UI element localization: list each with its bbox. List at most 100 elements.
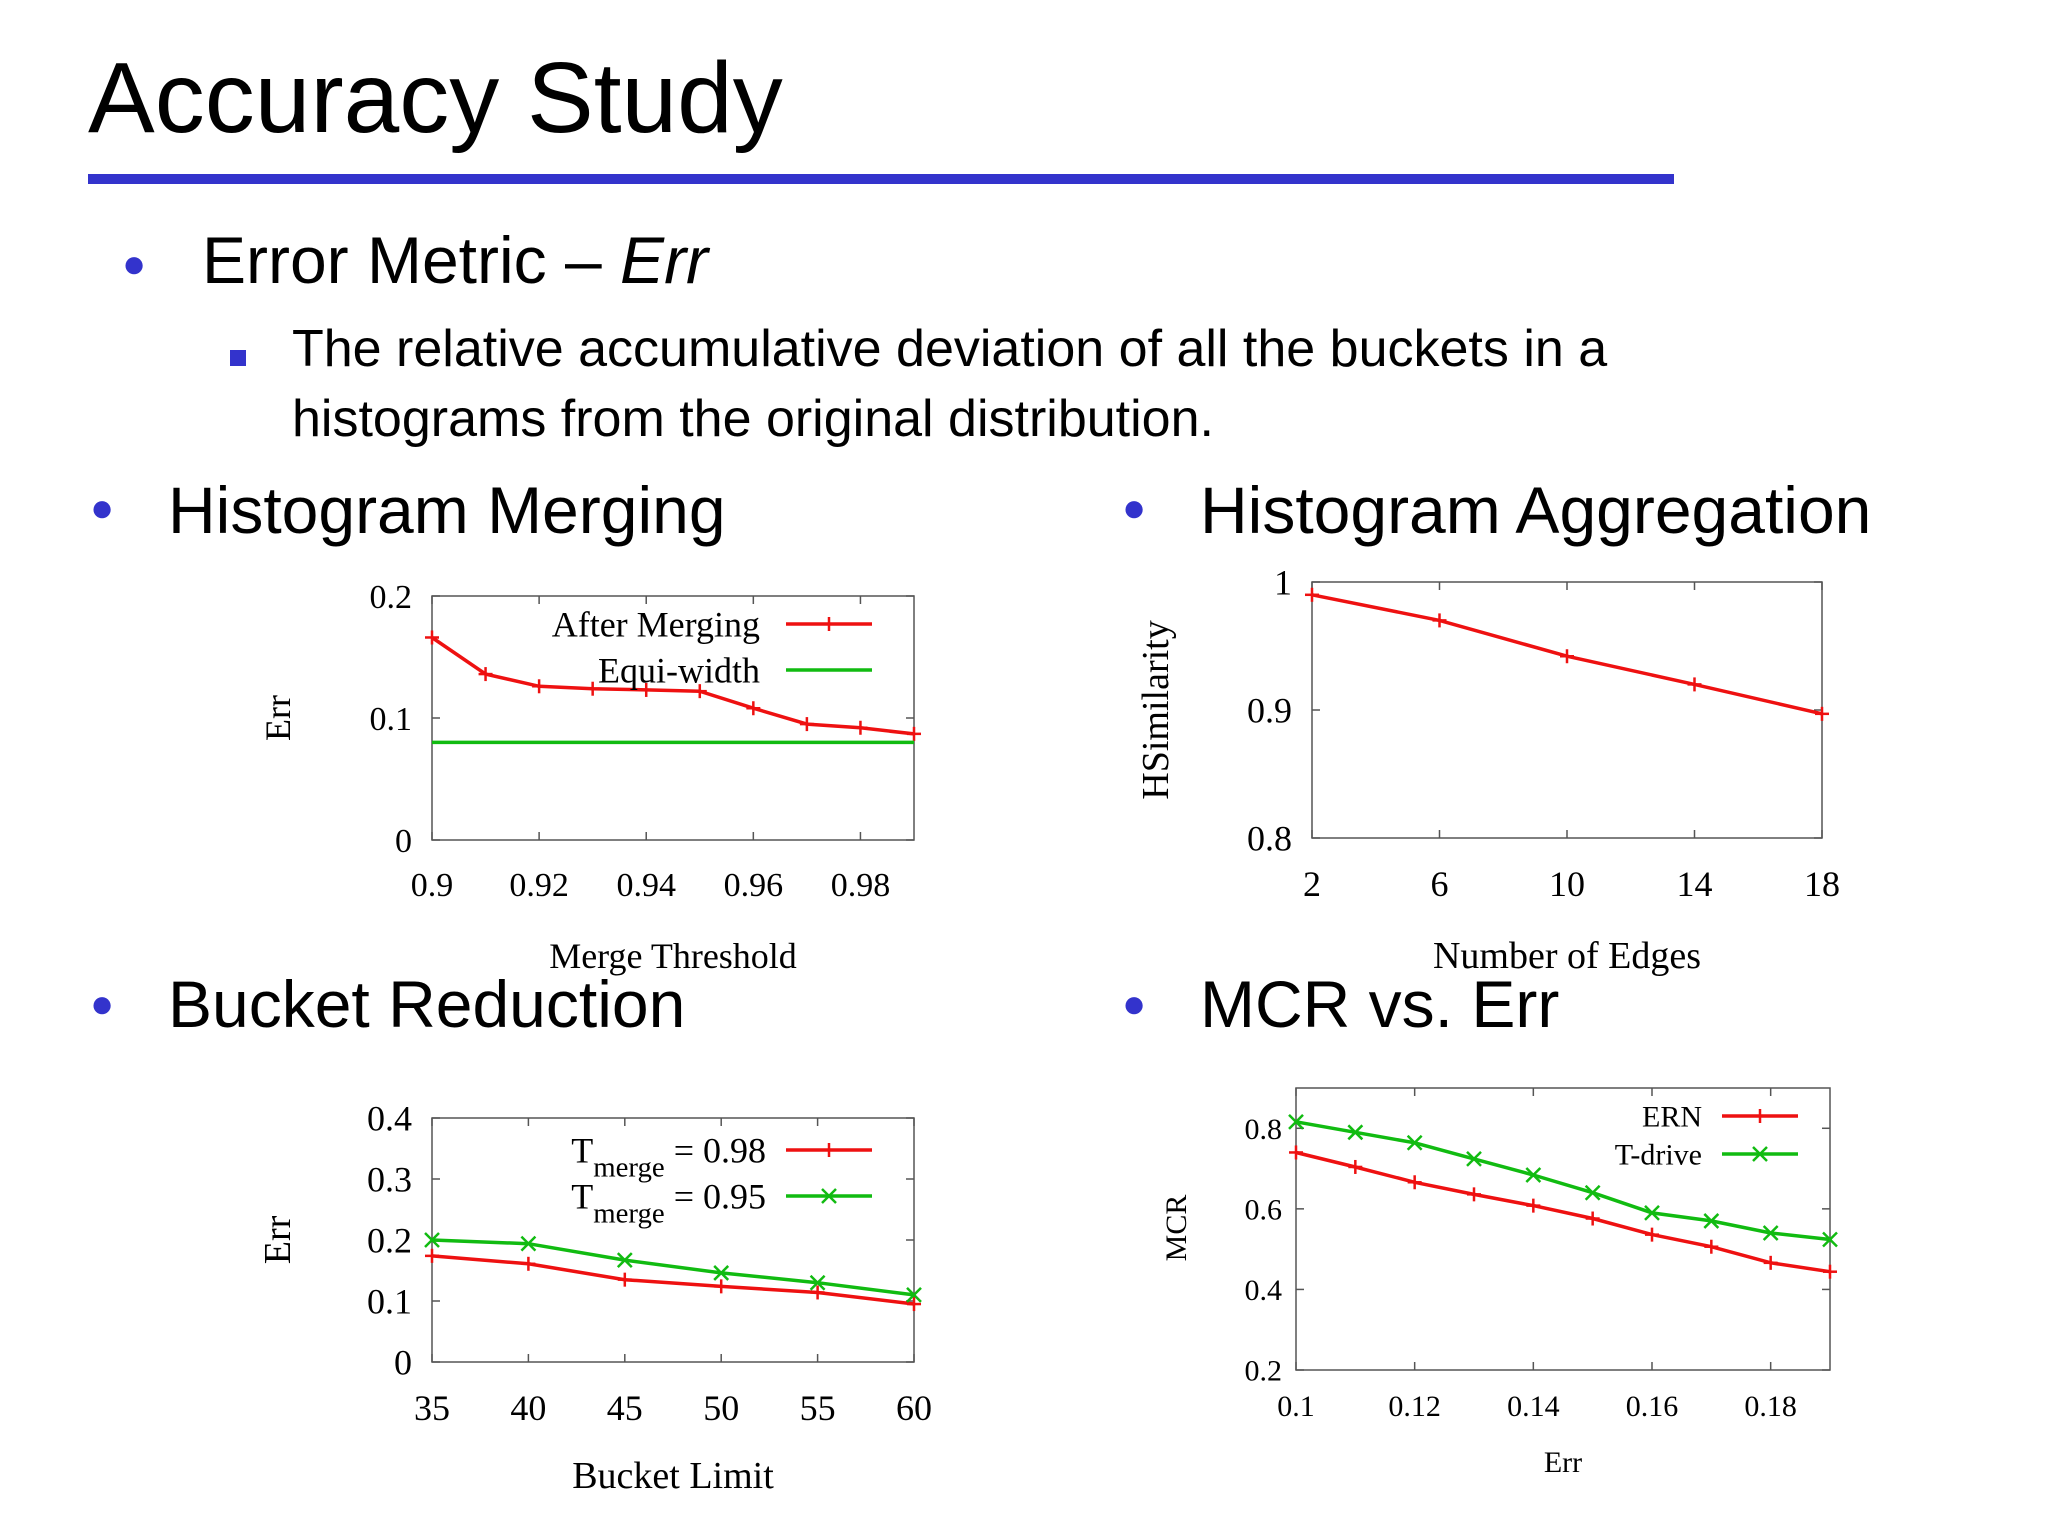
legend-label: Tmerge = 0.95	[571, 1177, 766, 1230]
heading-mcr-vs-err: MCR vs. Err	[1200, 967, 1560, 1041]
data-point	[1348, 1159, 1363, 1174]
data-point	[1406, 1134, 1423, 1151]
data-point	[616, 1252, 633, 1269]
chart-histogram-merging: 0.9 0.92 0.94 0.96 0.98 0 0.1 0.2 Merge Threshol…	[258, 579, 921, 976]
y-tick-label: 0.6	[1245, 1193, 1283, 1226]
x-axis-label: Number of Edges	[1433, 935, 1701, 977]
y-tick-label: 0.3	[367, 1160, 412, 1200]
x-tick-label: 0.92	[509, 867, 569, 904]
x-tick-label: 0.9	[411, 867, 454, 904]
bullet-dot: ●	[122, 242, 147, 286]
data-point	[1763, 1255, 1778, 1270]
data-point	[1560, 649, 1574, 664]
x-tick-label: 0.16	[1626, 1390, 1679, 1423]
data-point	[521, 1256, 536, 1271]
data-point	[1585, 1211, 1600, 1226]
legend-label: After Merging	[552, 605, 760, 645]
data-point	[1703, 1213, 1720, 1229]
data-point	[639, 682, 654, 697]
legend-label: Tmerge = 0.98	[571, 1131, 766, 1184]
y-tick-label: 0.4	[1245, 1274, 1283, 1307]
title-rule	[88, 174, 1674, 184]
data-point	[853, 720, 868, 735]
data-point	[1584, 1184, 1601, 1201]
legend-marker	[821, 1188, 837, 1204]
data-point	[1466, 1151, 1482, 1167]
y-tick-label: 0.2	[370, 579, 413, 616]
legend-marker	[822, 617, 836, 631]
x-tick-label: 0.1	[1277, 1390, 1315, 1423]
chart-bucket-reduction: 35 40 45 50 55 60 0 0.1 0.2 0.3 0.4 Bucket Limit Err…	[257, 1099, 932, 1497]
y-tick-label: 0.1	[370, 701, 413, 738]
chart-mcr-vs-err: 0.1 0.12 0.14 0.16 0.18 0.2 0.4 0.6 0.8 Err MCR ERN…	[1160, 1087, 1838, 1479]
y-tick-label: 1	[1274, 563, 1292, 603]
plot-frame	[1311, 581, 1823, 839]
x-tick-label: 45	[607, 1388, 643, 1428]
x-axis-label: Bucket Limit	[572, 1455, 774, 1497]
x-tick-label: 2	[1303, 864, 1321, 904]
heading-bucket-reduction: Bucket Reduction	[168, 967, 686, 1041]
y-axis-label: MCR	[1160, 1195, 1193, 1262]
series-line-1	[431, 1254, 915, 1306]
x-axis-label: Err	[1544, 1446, 1582, 1479]
y-axis-label: Err	[258, 695, 298, 741]
y-tick-label: 0.2	[1245, 1355, 1283, 1388]
plot-frame	[1295, 1087, 1831, 1371]
legend-label: Equi-width	[598, 651, 760, 691]
error-metric-emph: Err	[620, 223, 709, 297]
data-point	[617, 1272, 632, 1287]
series-line-2	[1295, 1120, 1831, 1242]
data-point	[1347, 1124, 1364, 1141]
data-point	[1305, 587, 1319, 602]
data-point	[1289, 1145, 1303, 1160]
data-point	[1432, 613, 1447, 628]
data-point	[1525, 1167, 1542, 1183]
data-point	[713, 1265, 730, 1281]
y-axis-label: Err	[257, 1215, 299, 1264]
legend-label: T-drive	[1615, 1139, 1702, 1172]
x-tick-label: 14	[1677, 864, 1713, 904]
legend-marker	[1752, 1146, 1768, 1162]
x-tick-label: 40	[510, 1388, 546, 1428]
data-point	[585, 681, 600, 696]
data-point	[906, 1287, 922, 1303]
y-tick-label: 0.2	[367, 1221, 412, 1261]
data-point	[1687, 677, 1702, 692]
x-tick-label: 0.18	[1744, 1390, 1797, 1423]
sub-bullet-line-2: histograms from the original distributio…	[292, 390, 1214, 448]
x-tick-label: 50	[703, 1388, 739, 1428]
sub-bullet-square	[230, 350, 246, 366]
y-tick-label: 0.4	[367, 1099, 412, 1139]
y-tick-label: 0.8	[1245, 1113, 1283, 1146]
data-point	[1526, 1198, 1541, 1213]
x-tick-label: 0.12	[1388, 1390, 1441, 1423]
bullet-error-metric: Error Metric – Err	[202, 220, 708, 300]
data-point	[520, 1235, 537, 1252]
x-tick-label: 0.96	[724, 867, 784, 904]
x-tick-label: 35	[414, 1388, 450, 1428]
data-point	[1407, 1175, 1422, 1190]
sub-bullet-line-1: The relative accumulative deviation of a…	[292, 320, 1608, 378]
chart-histogram-aggregation: 2 6 10 14 18 0.8 0.9 1 Number of Edges HSimilarit…	[1135, 563, 1840, 977]
data-point	[425, 1248, 439, 1263]
x-axis-label: Merge Threshold	[549, 936, 797, 976]
bullet-dot: ●	[1122, 486, 1147, 530]
series-line-1	[1295, 1150, 1831, 1274]
data-point	[692, 684, 707, 699]
heading-histogram-merging: Histogram Merging	[168, 473, 726, 547]
data-point	[907, 726, 921, 741]
data-point	[1704, 1239, 1719, 1254]
data-point	[424, 1232, 440, 1248]
y-tick-label: 0.8	[1247, 819, 1292, 859]
data-point	[799, 717, 814, 732]
x-tick-label: 10	[1549, 864, 1585, 904]
data-point	[907, 1297, 921, 1312]
series-line-2	[431, 1238, 915, 1297]
data-point	[1467, 1187, 1481, 1202]
x-tick-label: 55	[800, 1388, 836, 1428]
bullet-dot: ●	[1122, 982, 1147, 1026]
legend-marker	[1753, 1109, 1767, 1123]
legend-marker	[822, 1143, 836, 1157]
legend-label: ERN	[1642, 1101, 1702, 1134]
